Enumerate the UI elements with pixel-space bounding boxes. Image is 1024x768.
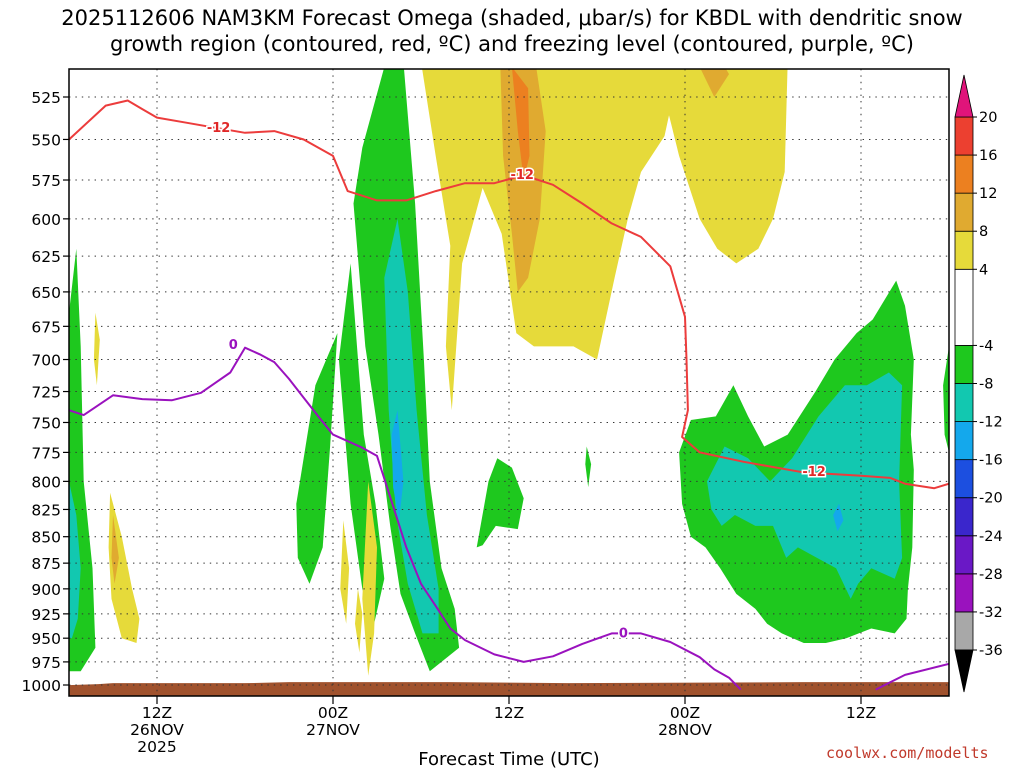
colorbar-label-3: 8: [979, 224, 988, 240]
y-tick-label-825: 825: [31, 501, 61, 519]
omega-region-18: [657, 69, 788, 264]
colorbar-bin--8--4: [954, 345, 974, 384]
colorbar-label-9: -20: [979, 491, 1003, 507]
credit-text: coolwx.com/modelts: [826, 744, 989, 762]
y-tick-label-900: 900: [31, 581, 61, 599]
y-tick-label-625: 625: [31, 248, 61, 266]
x-tick-label-24-0: 00Z: [318, 704, 348, 722]
y-axis-pressure-ticks: 525 550 575 600 625 650 675 700 725 750 775 800 825 8…: [22, 89, 69, 695]
y-tick-label-975: 975: [31, 654, 61, 672]
contour-label-1: -12: [510, 168, 534, 183]
colorbar-label-7: -12: [979, 415, 1003, 431]
colorbar-label-0: 20: [979, 110, 997, 126]
colorbar-under-arrow: [954, 649, 974, 693]
contour-label-3: 0: [229, 338, 238, 353]
y-tick-label-775: 775: [31, 444, 61, 462]
contour-label-0: -12: [207, 121, 231, 136]
colorbar-bin--24--20: [954, 497, 974, 537]
chart-title-line-2: growth region (contoured, red, ºC) and f…: [110, 32, 914, 56]
colorbar-bin--12--8: [954, 383, 974, 422]
colorbar-bin-12-16: [954, 154, 974, 194]
colorbar-label-8: -16: [979, 453, 1003, 469]
colorbar-label-2: 12: [979, 186, 997, 202]
x-tick-label-12-1: 26NOV: [130, 721, 184, 739]
x-tick-label-48-1: 28NOV: [658, 721, 712, 739]
omega-region-4: [111, 515, 119, 584]
y-tick-label-1000: 1000: [22, 677, 61, 695]
y-tick-label-525: 525: [31, 89, 61, 107]
colorbar-bin--36--32: [954, 611, 974, 651]
omega-region-14: [585, 446, 592, 488]
omega-region-10: [362, 481, 377, 676]
omega-region-13: [476, 458, 524, 548]
omega-region-22: [833, 503, 844, 532]
y-tick-label-675: 675: [31, 318, 61, 336]
contour-labels: -12 -12 -12 0 0: [205, 119, 827, 643]
freezing-level-contour-2: [875, 662, 949, 691]
colorbar-label-11: -28: [979, 567, 1003, 583]
chart-title-line-1: 2025112606 NAM3KM Forecast Omega (shaded…: [61, 6, 963, 30]
omega-region-16: [500, 69, 546, 292]
omega-region-9: [391, 410, 404, 521]
omega-region-17: [512, 69, 530, 180]
colorbar-bin--32--28: [954, 573, 974, 613]
freezing-level-contour: [69, 346, 742, 691]
x-tick-label-12-2: 2025: [137, 738, 176, 756]
y-tick-label-750: 750: [31, 414, 61, 432]
y-tick-label-550: 550: [31, 131, 61, 149]
y-tick-label-925: 925: [31, 606, 61, 624]
colorbar-label-12: -32: [979, 605, 1003, 621]
colorbar-bin--28--24: [954, 535, 974, 575]
x-tick-label-48-0: 00Z: [670, 704, 700, 722]
colorbar-label-1: 16: [979, 148, 997, 164]
contour-label-4: 0: [619, 626, 628, 641]
colorbar-bin--20--16: [954, 459, 974, 499]
dgz-minus12-contour: [69, 99, 949, 490]
y-tick-label-800: 800: [31, 473, 61, 491]
colorbar-bin-8-12: [954, 192, 974, 232]
x-tick-label-60-0: 12Z: [846, 704, 876, 722]
omega-shading-layer: [69, 69, 949, 676]
y-tick-label-700: 700: [31, 352, 61, 370]
omega-region-2: [93, 312, 100, 386]
omega-region-8: [384, 218, 439, 634]
colorbar-bin--16--12: [954, 421, 974, 461]
colorbar-label-10: -24: [979, 529, 1003, 545]
colorbar-over-arrow: [954, 74, 974, 118]
x-tick-label-36-0: 12Z: [494, 704, 524, 722]
omega-colorbar: 20 16 12 8 4 -4 -8 -12 -16 -20 -24 -28 -32 -36: [954, 74, 1003, 693]
colorbar-label-5: -4: [979, 338, 993, 354]
x-tick-label-12-0: 12Z: [142, 704, 172, 722]
terrain-surface: [69, 682, 949, 696]
temperature-contours: [69, 99, 949, 691]
colorbar-label-4: 4: [979, 262, 988, 278]
colorbar-label-6: -8: [979, 377, 993, 393]
omega-region-5: [296, 333, 338, 584]
y-tick-label-850: 850: [31, 529, 61, 547]
y-tick-label-575: 575: [31, 172, 61, 190]
omega-region-3: [108, 492, 140, 643]
y-tick-label-875: 875: [31, 555, 61, 573]
omega-region-19: [700, 69, 729, 97]
colorbar-bin-16-20: [954, 116, 974, 156]
y-tick-label-725: 725: [31, 384, 61, 402]
omega-region-12: [355, 588, 363, 653]
colorbar-bin-4-8: [954, 230, 974, 270]
omega-region-23: [943, 346, 949, 453]
omega-region-21: [707, 372, 903, 599]
contour-label-2: -12: [802, 465, 826, 480]
y-tick-label-650: 650: [31, 284, 61, 302]
omega-region-1: [69, 481, 81, 639]
omega-region-11: [340, 520, 350, 624]
x-axis-label: Forecast Time (UTC): [418, 749, 599, 768]
x-tick-label-24-1: 27NOV: [306, 721, 360, 739]
omega-region-15: [422, 69, 680, 411]
colorbar-label-13: -36: [979, 643, 1003, 659]
y-tick-label-600: 600: [31, 211, 61, 229]
colorbar-bin--4-4: [954, 268, 974, 346]
terrain-surface-layer: [69, 682, 949, 696]
y-tick-label-950: 950: [31, 630, 61, 648]
